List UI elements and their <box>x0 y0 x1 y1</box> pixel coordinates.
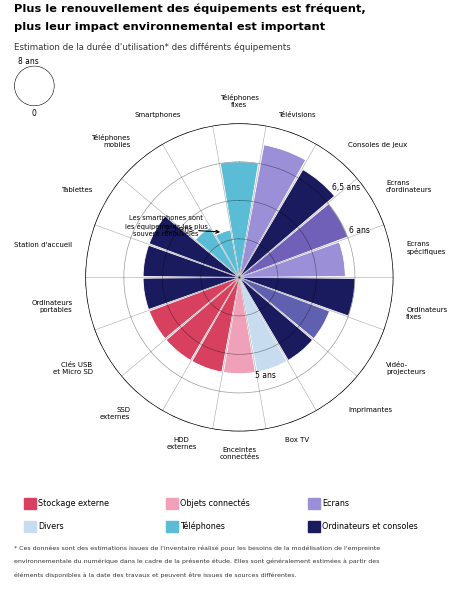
Bar <box>195 227 239 277</box>
Bar <box>149 277 239 339</box>
Text: Ordinateurs
fixes: Ordinateurs fixes <box>406 307 447 320</box>
Text: plus leur impact environnemental est important: plus leur impact environnemental est imp… <box>14 22 325 33</box>
Text: HDD
externes: HDD externes <box>166 437 197 450</box>
Bar <box>239 242 345 277</box>
Text: Estimation de la durée d'utilisation* des différents équipements: Estimation de la durée d'utilisation* de… <box>14 42 291 52</box>
Text: Smartphones: Smartphones <box>135 112 182 118</box>
Bar <box>239 169 335 277</box>
Text: SSD
externes: SSD externes <box>100 407 130 420</box>
Text: Ecrans
spécifiques: Ecrans spécifiques <box>406 241 446 255</box>
Text: Divers: Divers <box>38 522 64 531</box>
Text: Objets connectés: Objets connectés <box>180 499 250 508</box>
Text: éléments disponibles à la date des travaux et peuvent être issues de sources dif: éléments disponibles à la date des trava… <box>14 572 297 578</box>
Text: Vidéo-
projecteurs: Vidéo- projecteurs <box>386 362 426 375</box>
Bar <box>239 277 355 316</box>
Bar <box>239 277 287 372</box>
Bar <box>149 216 239 277</box>
Text: Plus le renouvellement des équipements est fréquent,: Plus le renouvellement des équipements e… <box>14 3 366 13</box>
Bar <box>220 162 258 277</box>
Text: Téléphones: Téléphones <box>180 522 225 531</box>
Text: Ordinateurs
portables: Ordinateurs portables <box>31 300 73 314</box>
Text: 8 ans: 8 ans <box>18 57 39 66</box>
Bar <box>239 204 347 277</box>
Text: 2,5 ans: 2,5 ans <box>165 225 219 234</box>
Text: Stockage externe: Stockage externe <box>38 499 109 508</box>
Text: Tablettes: Tablettes <box>61 187 92 192</box>
Bar <box>166 277 239 361</box>
Text: 6 ans: 6 ans <box>349 226 370 235</box>
Bar <box>192 277 239 372</box>
Text: Ecrans
d'ordinateurs: Ecrans d'ordinateurs <box>386 180 432 192</box>
Text: Ordinateurs et consoles: Ordinateurs et consoles <box>322 522 418 531</box>
Bar <box>216 230 239 277</box>
Text: 0: 0 <box>32 109 36 118</box>
Text: Station d'accueil: Station d'accueil <box>14 242 73 248</box>
Bar <box>143 245 239 277</box>
Text: 5 ans: 5 ans <box>255 371 276 380</box>
Text: 6,5 ans: 6,5 ans <box>332 183 360 192</box>
Text: Les smartphones sont
les équipements les plus
souvent renouvelés: Les smartphones sont les équipements les… <box>125 215 208 238</box>
Bar <box>239 145 306 277</box>
Text: * Ces données sont des estimations issues de l'inventaire réalisé pour les besoi: * Ces données sont des estimations issue… <box>14 546 380 551</box>
Text: Box TV: Box TV <box>285 437 310 443</box>
Bar <box>239 277 329 339</box>
Text: Téléphones
mobiles: Téléphones mobiles <box>91 134 130 148</box>
Text: Enceintes
connectées: Enceintes connectées <box>219 447 259 460</box>
Text: Ecrans: Ecrans <box>322 499 349 508</box>
Bar <box>143 277 239 309</box>
Bar <box>223 277 255 374</box>
Bar <box>239 277 312 361</box>
Text: environnementale du numérique dans le cadre de la présente étude. Elles sont gén: environnementale du numérique dans le ca… <box>14 559 380 564</box>
Text: Téléphones
fixes: Téléphones fixes <box>220 94 259 108</box>
Text: Imprimantes: Imprimantes <box>348 407 392 413</box>
Text: Clés USB
et Micro SD: Clés USB et Micro SD <box>53 362 92 375</box>
Text: Télévisions: Télévisions <box>279 112 316 118</box>
Text: Consoles de jeux: Consoles de jeux <box>348 142 408 148</box>
